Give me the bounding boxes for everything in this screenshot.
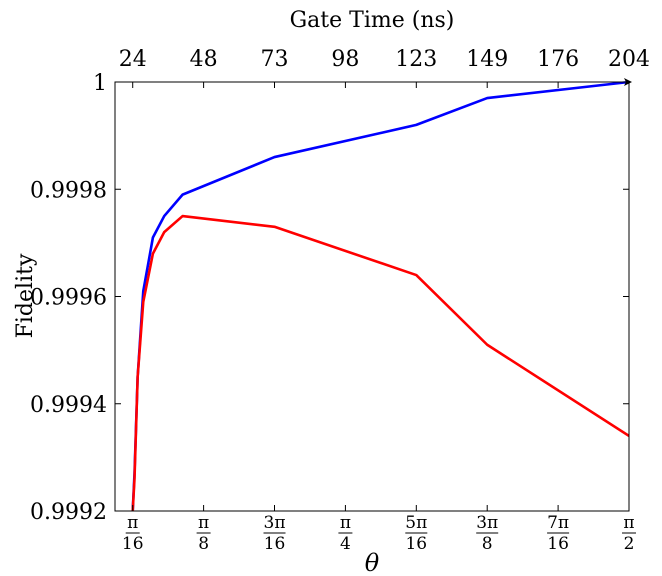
y-tick-label: 0.9998 <box>30 178 107 203</box>
x2-tick-label: 98 <box>331 47 359 72</box>
x-tick-denominator: 8 <box>482 534 493 554</box>
x-tick-numerator: 7π <box>547 513 569 533</box>
x2-tick-label: 123 <box>395 47 437 72</box>
x-tick-numerator: π <box>198 513 209 533</box>
top-axis-arrowhead <box>624 78 632 86</box>
x-tick-numerator: 5π <box>405 513 427 533</box>
plot-frame <box>114 81 630 512</box>
x-tick-label: π16 <box>122 513 144 554</box>
y-tick-label: 0.9994 <box>30 393 107 418</box>
series-line-2 <box>131 214 629 511</box>
x-tick-denominator: 16 <box>264 534 286 554</box>
x2-tick-label: 48 <box>190 47 218 72</box>
x-axis-title: θ <box>365 549 380 576</box>
x-tick-label: π8 <box>196 513 211 554</box>
x-tick-denominator: 4 <box>340 534 351 554</box>
x2-tick-label: 176 <box>537 47 579 72</box>
series-line-1 <box>131 80 629 511</box>
x-tick-numerator: π <box>623 513 634 533</box>
x-tick-numerator: π <box>340 513 351 533</box>
y-tick-label: 0.9992 <box>30 500 107 525</box>
x-tick-label: 3π8 <box>476 513 499 554</box>
x-tick-label: π2 <box>622 513 636 554</box>
x-tick-denominator: 16 <box>547 534 569 554</box>
x-tick-numerator: π <box>127 513 138 533</box>
x-tick-denominator: 16 <box>122 534 144 554</box>
x-tick-numerator: 3π <box>476 513 498 533</box>
x-tick-denominator: 2 <box>624 534 635 554</box>
x-tick-label: π4 <box>338 513 353 554</box>
x2-tick-label: 149 <box>466 47 508 72</box>
y-axis-title: Fidelity <box>13 253 38 338</box>
x2-tick-label: 204 <box>608 47 650 72</box>
y-tick-label: 0.9996 <box>30 286 107 311</box>
x-tick-denominator: 8 <box>198 534 209 554</box>
x2-tick-label: 24 <box>119 47 147 72</box>
plot-area <box>131 80 629 511</box>
top-axis-title: Gate Time (ns) <box>290 8 455 33</box>
x2-tick-label: 73 <box>261 47 289 72</box>
y-tick-label: 1 <box>93 71 107 96</box>
x-tick-denominator: 16 <box>405 534 427 554</box>
x-tick-numerator: 3π <box>264 513 286 533</box>
